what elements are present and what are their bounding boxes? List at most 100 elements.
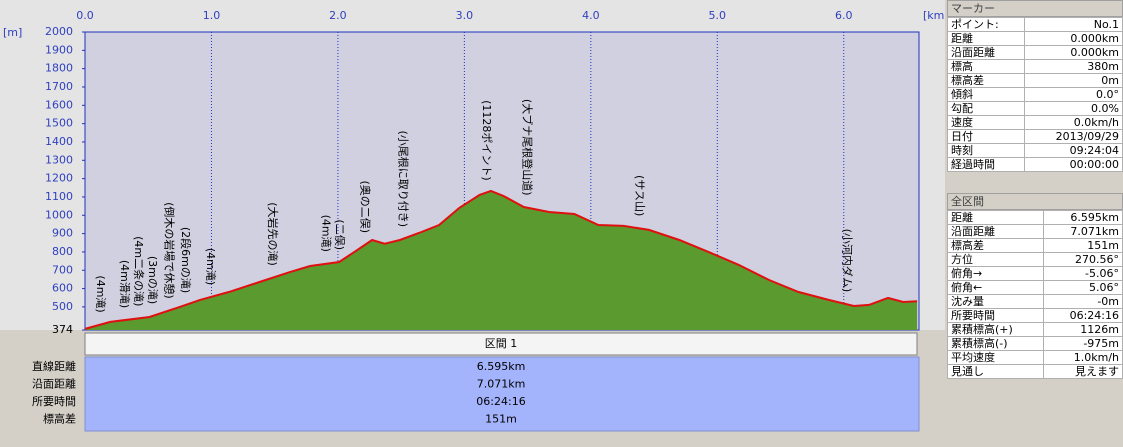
- panel-row: 時刻 09:24:04: [947, 143, 1123, 158]
- y-tick-label: 700: [52, 263, 73, 276]
- annotation: (大ブナ尾根登山道): [520, 99, 534, 196]
- row-value: -5.06°: [1043, 266, 1123, 281]
- row-value: 6.595km: [1043, 210, 1123, 225]
- panel-header: 全区間: [947, 193, 1123, 210]
- panel-header: マーカー: [947, 0, 1123, 17]
- panel-row: 標高 380m: [947, 59, 1123, 74]
- row-label: 見通し: [946, 364, 1045, 379]
- x-tick-label: 3.0: [456, 9, 474, 22]
- elevation-line: [84, 189, 918, 330]
- panel-row: 標高差 0m: [947, 73, 1123, 88]
- marker-table: ポイント: No.1 距離 0.000km 沿面距離 0.000km 標高 380m 標高差 0m…: [947, 17, 1123, 172]
- annotation: (二俣): [333, 219, 347, 250]
- y-tick-label: 800: [52, 245, 73, 258]
- panel-row: 沿面距離 0.000km: [947, 45, 1123, 60]
- summary-value: 06:24:16: [476, 395, 525, 408]
- panel-row: 累積標高(-) -975m: [946, 336, 1123, 351]
- x-tick-label: 1.0: [203, 9, 221, 22]
- summary-value: 6.595km: [477, 360, 526, 373]
- row-value: 0m: [1023, 73, 1123, 88]
- annotation: (サス山): [633, 175, 646, 216]
- annotation: (4m滝): [204, 248, 217, 285]
- summary-label: 直線距離: [32, 359, 76, 373]
- row-value: 151m: [1043, 238, 1123, 253]
- panel-row: ポイント: No.1: [947, 17, 1123, 32]
- row-value: 380m: [1023, 59, 1123, 74]
- summary-label: 沿面距離: [32, 377, 76, 391]
- y-tick-label: 1100: [45, 190, 73, 203]
- summary-value: 7.071km: [477, 378, 526, 391]
- summary-label: 所要時間: [32, 395, 76, 408]
- row-label: 俯角←: [946, 280, 1045, 295]
- row-value: 0.0°: [1023, 87, 1123, 102]
- row-value: 5.06°: [1043, 280, 1123, 295]
- row-value: 0.000km: [1023, 45, 1123, 60]
- panel-row: 沿面距離 7.071km: [946, 224, 1123, 239]
- panel-row: 標高差 151m: [946, 238, 1123, 253]
- row-label: 時刻: [947, 143, 1025, 158]
- y-tick-label: 900: [52, 227, 73, 240]
- panel-row: 距離 6.595km: [946, 210, 1123, 225]
- row-label: 所要時間: [946, 308, 1045, 323]
- y-tick-label: 1600: [45, 98, 73, 111]
- y-tick-label: 1900: [45, 43, 73, 56]
- y-tick-label: 374: [52, 323, 73, 336]
- row-label: 経過時間: [947, 157, 1025, 172]
- row-label: 方位: [946, 252, 1045, 267]
- annotation: (倒木の岩場で休憩): [162, 202, 176, 299]
- row-label: 標高差: [947, 73, 1025, 88]
- panel-row: 距離 0.000km: [947, 31, 1123, 46]
- elevation-area: [85, 190, 918, 330]
- x-tick-label: 2.0: [329, 9, 347, 22]
- y-tick-label: 1000: [45, 208, 73, 221]
- panel-row: 所要時間 06:24:16: [946, 308, 1123, 323]
- x-tick-label: 6.0: [835, 9, 853, 22]
- y-tick-label: 1500: [45, 117, 73, 130]
- annotation: (3mの滝): [146, 256, 159, 304]
- row-label: 距離: [947, 31, 1025, 46]
- row-label: 勾配: [947, 101, 1025, 116]
- y-tick-label: 500: [52, 300, 73, 313]
- panel-row: 沈み量 -0m: [946, 294, 1123, 309]
- row-label: 俯角→: [946, 266, 1045, 281]
- annotation: (小尾根に取り付き): [396, 130, 410, 227]
- panel-row: 累積標高(+) 1126m: [946, 322, 1123, 337]
- y-tick-label: 2000: [45, 25, 73, 38]
- x-tick-label: 0.0: [76, 9, 94, 22]
- row-value: 見えます: [1043, 364, 1123, 379]
- row-value: 0.0km/h: [1023, 115, 1123, 130]
- y-tick-label: 1400: [45, 135, 73, 148]
- row-label: 沿面距離: [946, 224, 1045, 239]
- row-value: 00:00:00: [1023, 157, 1123, 172]
- row-label: 傾斜: [947, 87, 1025, 102]
- row-label: 距離: [946, 210, 1045, 225]
- y-tick-label: 1300: [45, 153, 73, 166]
- marker-panel: マーカー ポイント: No.1 距離 0.000km 沿面距離 0.000km 標高 380m…: [947, 0, 1123, 172]
- section-summary: [84, 356, 920, 432]
- row-value: 09:24:04: [1023, 143, 1123, 158]
- row-label: ポイント:: [947, 17, 1025, 32]
- annotation: (4m二条の滝): [132, 236, 146, 306]
- panel-row: 日付 2013/09/29: [947, 129, 1123, 144]
- row-value: 0.0%: [1023, 101, 1123, 116]
- summary-label: 標高差: [43, 412, 76, 426]
- panel-row: 見通し 見えます: [946, 364, 1123, 379]
- row-value: 2013/09/29: [1023, 129, 1123, 144]
- row-label: 沿面距離: [947, 45, 1025, 60]
- row-value: 06:24:16: [1043, 308, 1123, 323]
- row-label: 標高差: [946, 238, 1045, 253]
- y-tick-label: 1700: [45, 80, 73, 93]
- y-tick-label: 1200: [45, 172, 73, 185]
- row-label: 累積標高(+): [946, 322, 1045, 337]
- section-title: 区間 1: [485, 337, 518, 350]
- annotation: (4m滑滝): [118, 260, 131, 308]
- panel-row: 勾配 0.0%: [947, 101, 1123, 116]
- row-label: 沈み量: [946, 294, 1045, 309]
- row-label: 速度: [947, 115, 1025, 130]
- annotation: (小河内ダム): [840, 229, 854, 293]
- row-label: 平均速度: [946, 350, 1045, 365]
- row-value: 1.0km/h: [1043, 350, 1123, 365]
- row-value: 270.56°: [1043, 252, 1123, 267]
- total-panel: 全区間 距離 6.595km 沿面距離 7.071km 標高差 151m 方位 270.56°…: [946, 193, 1123, 379]
